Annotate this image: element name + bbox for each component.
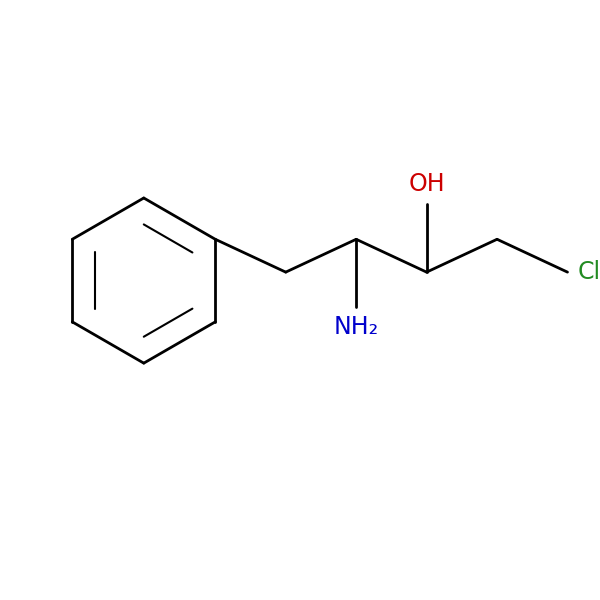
- Text: OH: OH: [408, 172, 445, 196]
- Text: Cl: Cl: [577, 260, 600, 284]
- Text: NH₂: NH₂: [334, 315, 379, 339]
